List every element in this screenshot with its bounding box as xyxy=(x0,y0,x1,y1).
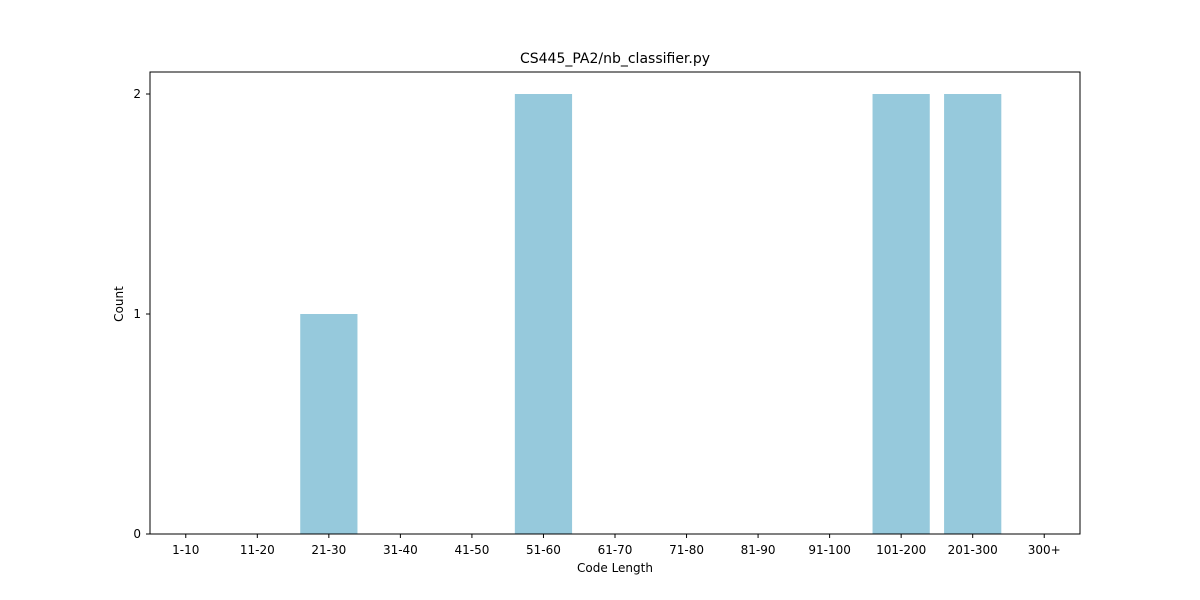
x-tick-label: 201-300 xyxy=(948,543,998,557)
x-tick-label: 71-80 xyxy=(669,543,704,557)
x-tick-label: 21-30 xyxy=(311,543,346,557)
x-tick-label: 41-50 xyxy=(454,543,489,557)
x-tick-label: 61-70 xyxy=(598,543,633,557)
x-tick-label: 300+ xyxy=(1028,543,1061,557)
x-tick-label: 81-90 xyxy=(741,543,776,557)
chart-title: CS445_PA2/nb_classifier.py xyxy=(520,51,710,67)
x-tick-label: 101-200 xyxy=(876,543,926,557)
bar-21-30 xyxy=(300,314,358,534)
bars-group xyxy=(300,94,1002,534)
x-tick-label: 1-10 xyxy=(172,543,199,557)
bar-51-60 xyxy=(514,94,573,534)
y-tick-label: 0 xyxy=(133,527,141,541)
y-tick-label: 2 xyxy=(133,87,141,101)
y-axis-title: Count xyxy=(112,286,126,322)
x-tick-label: 51-60 xyxy=(526,543,561,557)
x-tick-label: 91-100 xyxy=(808,543,851,557)
bar-101-200 xyxy=(872,94,930,534)
y-tick-label: 1 xyxy=(133,307,141,321)
x-axis-title: Code Length xyxy=(577,561,653,575)
x-axis: 1-10 11-20 21-30 31-40 41-50 51-60 61-70 71-80 8… xyxy=(172,534,1061,557)
y-axis: 0 1 2 xyxy=(133,87,150,541)
plot-frame xyxy=(149,71,1081,535)
x-tick-label: 11-20 xyxy=(240,543,275,557)
x-tick-label: 31-40 xyxy=(383,543,418,557)
bar-201-300 xyxy=(944,94,1002,534)
